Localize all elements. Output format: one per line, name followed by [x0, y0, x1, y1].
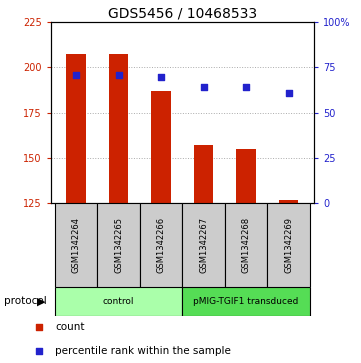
- Bar: [55, 203, 97, 287]
- Text: GSM1342269: GSM1342269: [284, 217, 293, 273]
- Bar: [152, 91, 171, 203]
- Point: [36, 348, 42, 354]
- Text: ▶: ▶: [37, 296, 46, 306]
- Text: pMIG-TGIF1 transduced: pMIG-TGIF1 transduced: [193, 297, 299, 306]
- Bar: [97, 203, 140, 287]
- Bar: [66, 54, 86, 203]
- Point: [201, 84, 206, 90]
- Title: GDS5456 / 10468533: GDS5456 / 10468533: [108, 7, 257, 21]
- Bar: [279, 200, 298, 203]
- Text: percentile rank within the sample: percentile rank within the sample: [55, 346, 231, 356]
- Bar: [182, 203, 225, 287]
- Point: [286, 90, 291, 95]
- Bar: [55, 287, 182, 316]
- Point: [158, 74, 164, 80]
- Text: GSM1342267: GSM1342267: [199, 217, 208, 273]
- Bar: [140, 203, 182, 287]
- Text: GSM1342264: GSM1342264: [71, 217, 81, 273]
- Text: GSM1342268: GSM1342268: [242, 217, 251, 273]
- Text: GSM1342265: GSM1342265: [114, 217, 123, 273]
- Text: protocol: protocol: [4, 296, 46, 306]
- Bar: [109, 54, 128, 203]
- Point: [243, 84, 249, 90]
- Point: [36, 324, 42, 330]
- Bar: [182, 287, 310, 316]
- Bar: [267, 203, 310, 287]
- Point: [116, 73, 121, 78]
- Text: GSM1342266: GSM1342266: [157, 217, 166, 273]
- Text: control: control: [103, 297, 134, 306]
- Bar: [225, 203, 267, 287]
- Bar: [236, 149, 256, 203]
- Text: count: count: [55, 322, 85, 332]
- Bar: [194, 145, 213, 203]
- Point: [73, 73, 79, 78]
